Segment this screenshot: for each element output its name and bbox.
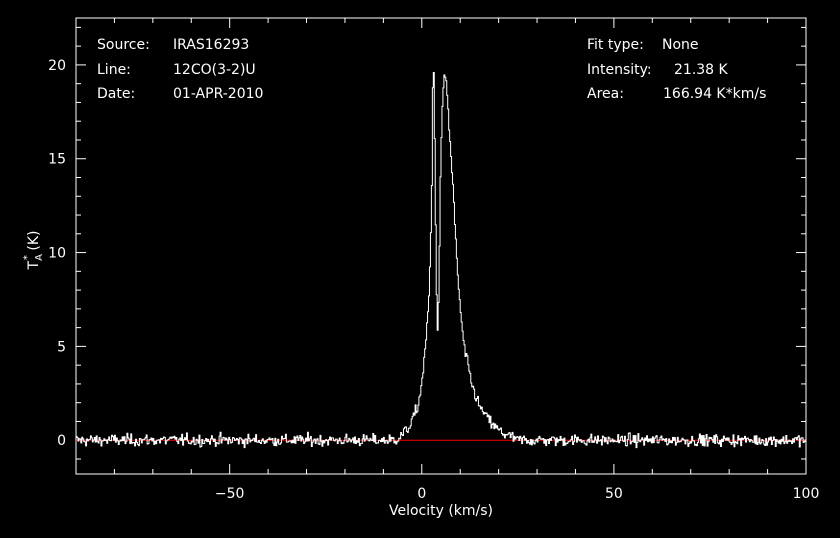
- info-left: Source: IRAS16293 Line: 12CO(3-2)U Date:…: [97, 37, 263, 102]
- area-value: 166.94 K*km/s: [663, 86, 766, 102]
- axis-tick-labels: −50 0 50 100 0 5 10 15 20: [48, 58, 819, 502]
- svg-text:TA* (K): TA* (K): [22, 231, 45, 271]
- line-label: Line:: [97, 62, 131, 78]
- area-label: Area:: [587, 86, 624, 102]
- info-right: Fit type: None Intensity: 21.38 K Area: …: [587, 37, 766, 102]
- y-axis-label: TA* (K): [22, 231, 45, 271]
- x-tick-label: 100: [793, 486, 820, 502]
- date-value: 01-APR-2010: [173, 86, 263, 102]
- date-label: Date:: [97, 86, 135, 102]
- fit-type-value: None: [662, 37, 699, 53]
- y-tick-label: 10: [48, 246, 66, 262]
- axis-ticks: [75, 18, 807, 474]
- intensity-label: Intensity:: [587, 62, 652, 78]
- x-tick-label: 0: [417, 486, 426, 502]
- y-tick-label: 15: [48, 152, 66, 168]
- x-axis-label: Velocity (km/s): [389, 503, 493, 519]
- line-value: 12CO(3-2)U: [173, 62, 256, 78]
- plot-frame: [75, 17, 807, 475]
- y-tick-label: 0: [57, 433, 66, 449]
- source-label: Source:: [97, 37, 150, 53]
- x-tick-label: 50: [605, 486, 623, 502]
- source-value: IRAS16293: [173, 37, 249, 53]
- y-tick-label: 20: [48, 58, 66, 74]
- spectrum-line: [76, 72, 806, 449]
- y-tick-label: 5: [57, 339, 66, 355]
- intensity-value: 21.38 K: [674, 62, 729, 78]
- fit-type-label: Fit type:: [587, 37, 644, 53]
- x-tick-label: −50: [215, 486, 245, 502]
